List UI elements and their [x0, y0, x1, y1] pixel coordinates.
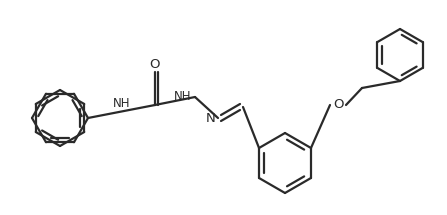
Text: NH: NH: [174, 91, 192, 103]
Text: O: O: [150, 57, 160, 71]
Text: NH: NH: [113, 97, 130, 110]
Text: N: N: [206, 112, 216, 124]
Text: O: O: [333, 98, 343, 112]
